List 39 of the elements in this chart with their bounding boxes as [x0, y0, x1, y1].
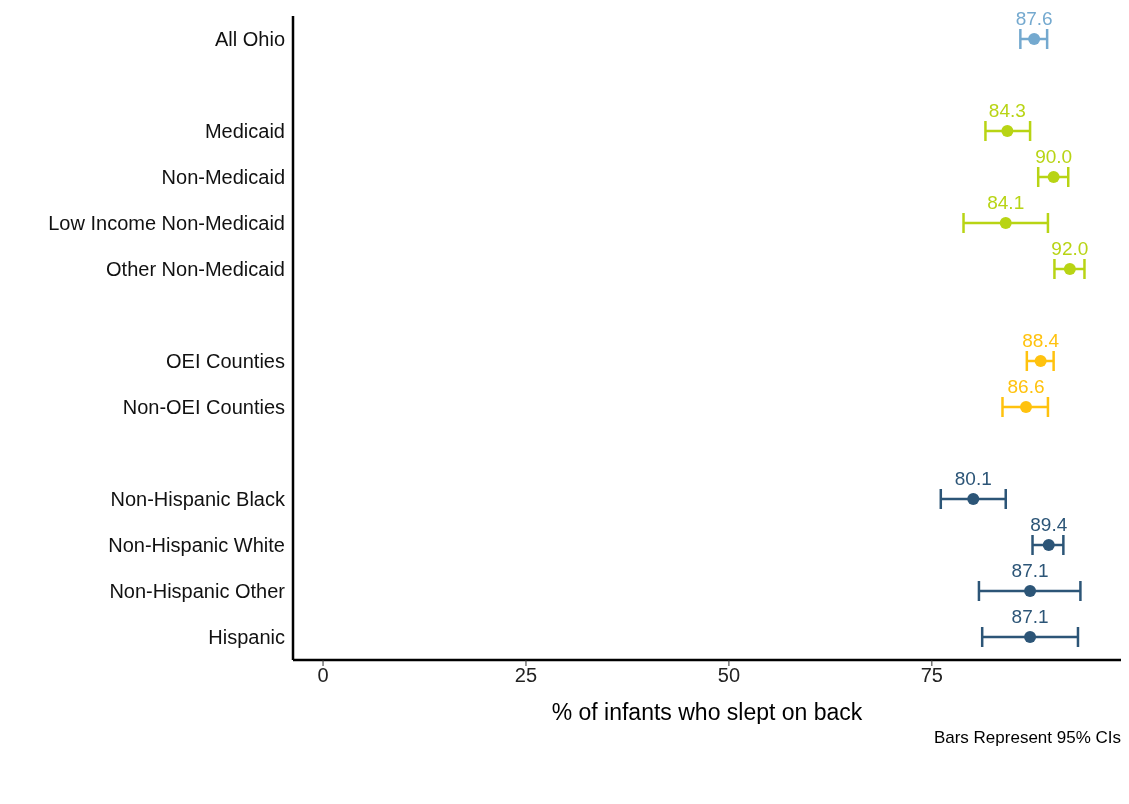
data-label: 89.4 — [1030, 514, 1068, 536]
point — [1042, 539, 1055, 551]
x-tick-label: 75 — [920, 664, 943, 687]
point — [1020, 401, 1033, 413]
point — [999, 217, 1012, 229]
y-tick-label: Medicaid — [204, 120, 285, 143]
y-tick-label: OEI Counties — [166, 350, 285, 373]
point — [1024, 631, 1037, 643]
data-label: 87.1 — [1011, 606, 1049, 628]
data-label: 84.3 — [988, 100, 1026, 122]
data-label: 88.4 — [1022, 330, 1060, 352]
y-tick-label: Non-Hispanic Other — [109, 580, 286, 603]
x-tick-label: 25 — [514, 664, 538, 687]
y-tick-label: Non-Hispanic White — [108, 534, 285, 557]
y-tick-label: Other Non-Medicaid — [106, 258, 285, 281]
point — [1063, 263, 1076, 275]
y-tick-label: All Ohio — [214, 28, 285, 51]
point — [1047, 171, 1060, 183]
x-tick-label: 50 — [717, 664, 741, 687]
data-label: 86.6 — [1007, 376, 1045, 398]
text: Bars Represent 95% CIs — [932, 728, 1121, 748]
point — [1001, 125, 1014, 137]
y-tick-label: Low Income Non-Medicaid — [48, 212, 285, 235]
data-label: 90.0 — [1035, 146, 1073, 168]
data-label: 87.1 — [1011, 560, 1049, 582]
data-label: 92.0 — [1051, 238, 1089, 260]
y-tick-label: Hispanic — [208, 626, 285, 649]
point — [1034, 355, 1047, 367]
data-label: 87.6 — [1015, 8, 1053, 30]
x-axis-title: % of infants who slept on back — [551, 699, 863, 725]
point — [1028, 33, 1041, 45]
data-label: 84.1 — [987, 192, 1025, 214]
y-tick-label: Non-OEI Counties — [122, 396, 285, 419]
y-tick-label: Non-Medicaid — [161, 166, 285, 189]
data-label: 80.1 — [954, 468, 992, 490]
y-tick-label: Non-Hispanic Black — [110, 488, 286, 511]
point — [1024, 585, 1037, 597]
point — [967, 493, 980, 505]
x-tick-label: 0 — [317, 664, 329, 687]
